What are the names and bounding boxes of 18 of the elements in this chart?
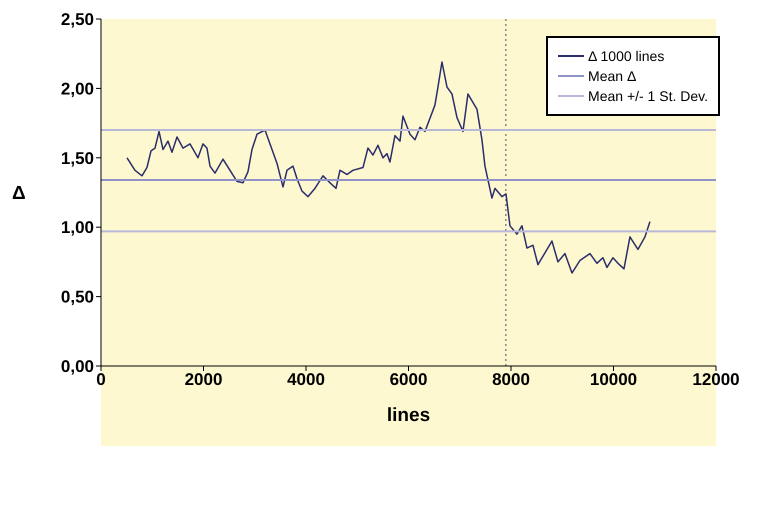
y-tick-label: 2,00 [60, 79, 94, 98]
y-tick-label: 2,50 [60, 10, 94, 30]
y-tick-label: 1,00 [60, 218, 94, 238]
legend-label: Mean +/- 1 St. Dev. [588, 88, 708, 104]
legend-label: Δ 1000 lines [588, 48, 664, 64]
x-tick-label: 8000 [492, 370, 530, 390]
x-tick-label: 12000 [692, 370, 740, 390]
y-tick-label: 1,50 [60, 148, 94, 168]
x-tick-label: 0 [96, 370, 106, 390]
x-tick-label: 10000 [590, 370, 638, 390]
x-tick-label: 2000 [184, 370, 222, 390]
y-axis-title: Δ [12, 183, 26, 204]
x-tick-label: 6000 [390, 370, 428, 390]
x-axis-title: lines [386, 405, 430, 426]
legend-label: Mean Δ [588, 68, 636, 84]
y-tick-label: 0,00 [60, 357, 94, 376]
y-tick-label: 0,50 [60, 288, 94, 307]
x-tick-label: 4000 [287, 370, 325, 390]
